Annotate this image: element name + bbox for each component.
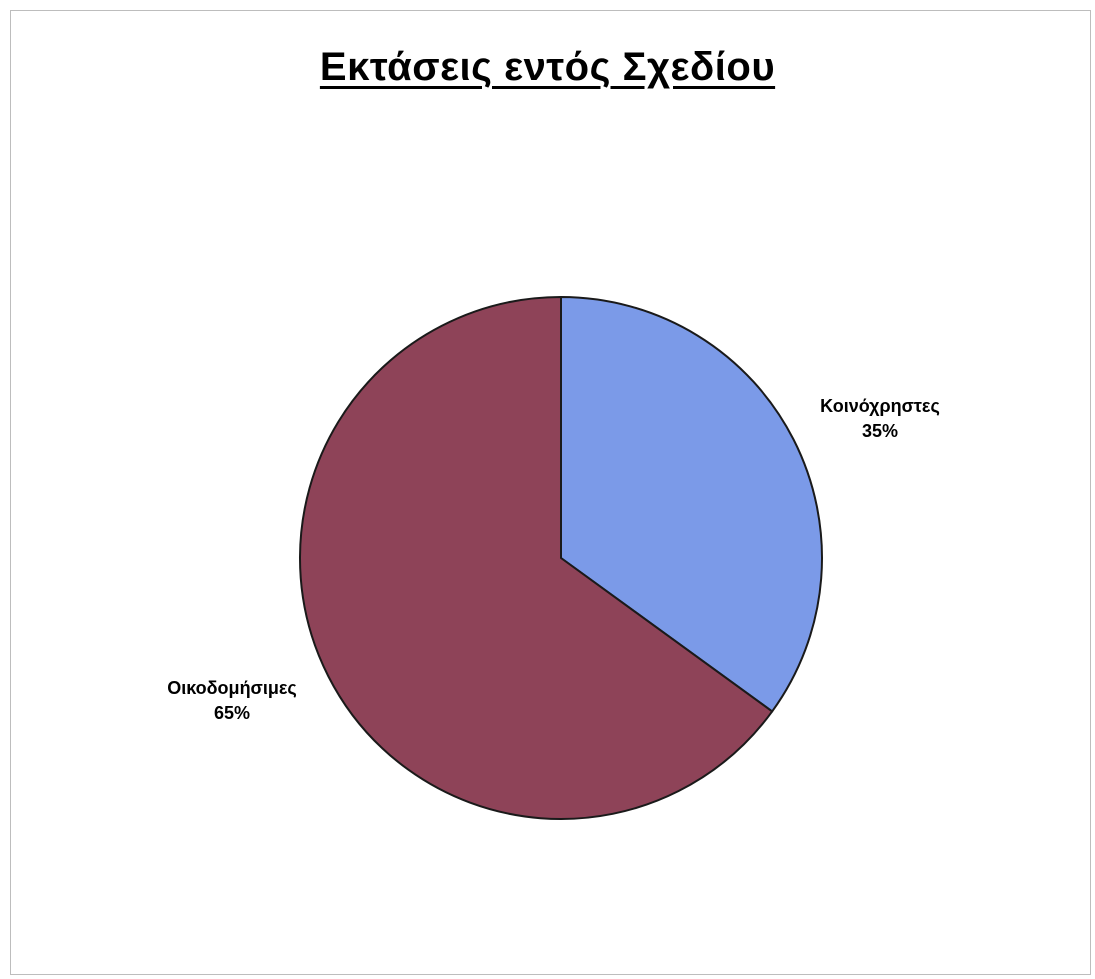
chart-title: Εκτάσεις εντός Σχεδίου bbox=[319, 45, 776, 89]
pie-slices bbox=[299, 296, 823, 820]
pie-labels: Κοινόχρηστες 35% Οικοδομήσιμες 65% bbox=[167, 396, 940, 723]
slice-value-label-2: 65% bbox=[214, 703, 250, 723]
slice-label-2: Οικοδομήσιμες bbox=[167, 678, 297, 698]
pie-slice-2 bbox=[299, 296, 774, 820]
slice-label-1: Κοινόχρηστες bbox=[820, 396, 940, 416]
slice-value-label-1: 35% bbox=[862, 421, 898, 441]
pie-slice-1 bbox=[560, 296, 823, 713]
